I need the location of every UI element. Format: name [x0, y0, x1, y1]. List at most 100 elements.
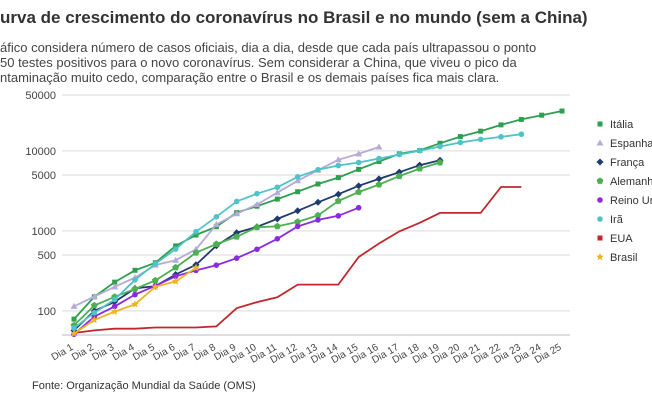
data-point [395, 172, 403, 180]
data-point [437, 140, 443, 146]
data-point [294, 223, 301, 230]
data-point [273, 189, 281, 196]
legend-label: Itália [610, 119, 634, 131]
data-point [212, 240, 220, 247]
data-point [375, 175, 383, 183]
data-point [437, 143, 443, 150]
data-point [274, 235, 281, 242]
data-point [559, 108, 565, 114]
data-point [335, 162, 342, 169]
data-point [356, 166, 362, 172]
data-point [596, 253, 604, 261]
data-point [151, 282, 160, 291]
data-point [172, 263, 180, 271]
data-point [477, 136, 484, 143]
data-point [478, 128, 484, 134]
data-point [111, 303, 118, 310]
data-point [213, 262, 220, 268]
data-point [213, 214, 220, 220]
data-point [294, 218, 302, 225]
data-point [315, 217, 321, 223]
data-point [396, 151, 403, 158]
series-line [73, 161, 441, 327]
legend-label: Brasil [610, 252, 638, 264]
data-point [498, 122, 504, 128]
data-point [233, 210, 241, 217]
y-tick-label: 50000 [25, 90, 56, 102]
chart-title: urva de crescimento do coronavírus no Br… [0, 8, 588, 27]
data-point [518, 131, 525, 138]
data-point [152, 261, 159, 267]
data-point [597, 235, 603, 241]
data-point [172, 273, 179, 280]
data-point [416, 147, 423, 154]
data-point [132, 291, 138, 298]
data-point [597, 197, 603, 203]
data-point [273, 222, 281, 230]
data-point [71, 325, 77, 331]
data-point [315, 181, 321, 187]
data-point [212, 220, 220, 227]
data-point [314, 198, 322, 206]
y-tick-label: 100 [38, 306, 56, 318]
data-point [172, 246, 179, 252]
data-point [376, 158, 382, 164]
data-point [355, 150, 363, 157]
data-point [111, 283, 119, 290]
data-point [132, 276, 138, 283]
data-point [295, 189, 301, 195]
data-point [131, 300, 139, 308]
data-point [596, 177, 604, 184]
data-point [294, 174, 301, 180]
legend-label: EUA [610, 233, 633, 245]
data-point [253, 200, 261, 207]
legend-label: Irã [610, 214, 624, 226]
chart-subtitle: áfico considera número de casos oficiais… [0, 40, 652, 85]
data-point [334, 197, 342, 204]
data-point [171, 277, 180, 285]
data-point [375, 181, 383, 188]
data-point [233, 198, 240, 205]
data-point [112, 279, 118, 285]
data-point [355, 188, 363, 195]
data-point [294, 207, 302, 215]
data-point [70, 302, 78, 309]
data-point [110, 307, 119, 315]
data-point [334, 190, 342, 198]
data-point [172, 256, 180, 263]
data-point [132, 267, 138, 273]
series-line [73, 159, 441, 332]
data-point [597, 121, 603, 127]
data-point [90, 301, 98, 309]
data-point [376, 155, 382, 162]
source-note: Fonte: Organização Mundial da Saúde (OMS… [32, 380, 256, 392]
subtitle-line: ntaminação muito cedo, comparação entre … [0, 70, 500, 85]
data-point [498, 134, 504, 140]
legend-label: Espanha [610, 138, 652, 150]
data-point [233, 233, 241, 240]
data-point [457, 139, 464, 146]
data-point [233, 255, 240, 262]
data-point [334, 156, 342, 163]
data-point [193, 232, 199, 238]
data-point [335, 213, 342, 219]
data-point [131, 285, 139, 292]
legend-label: Reino Unido [610, 195, 652, 207]
data-point [315, 166, 321, 173]
data-point [596, 158, 604, 166]
data-point [416, 165, 424, 172]
data-point [597, 216, 603, 222]
data-point [253, 223, 261, 231]
legend-label: Alemanha [610, 176, 652, 188]
data-point [335, 175, 341, 181]
data-point [173, 243, 179, 249]
data-point [111, 296, 118, 303]
data-point [254, 246, 260, 253]
data-point [294, 177, 302, 184]
data-point [151, 276, 159, 284]
data-point [355, 159, 362, 166]
data-point [273, 215, 281, 223]
data-point [71, 316, 77, 322]
data-point [375, 143, 383, 150]
